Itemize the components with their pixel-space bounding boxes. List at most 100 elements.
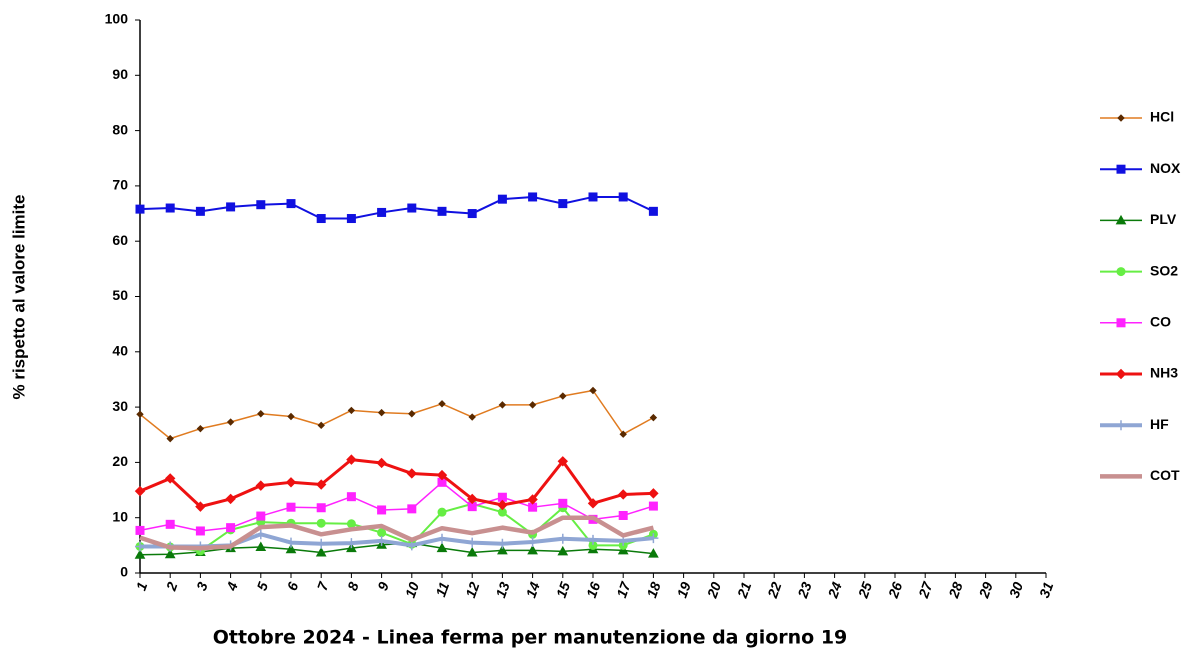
marker	[256, 511, 266, 521]
marker	[255, 529, 266, 540]
x-tick-label: 1	[133, 580, 151, 593]
x-tick-label: 30	[1006, 580, 1026, 600]
marker	[617, 489, 629, 500]
x-tick-label: 16	[583, 580, 603, 600]
x-tick-label: 26	[885, 580, 906, 601]
legend-label: COT	[1150, 467, 1180, 483]
marker	[346, 454, 357, 465]
x-tick-label: 11	[432, 580, 452, 599]
marker	[436, 469, 448, 481]
x-tick-label: 12	[462, 580, 482, 600]
x-tick-label: 4	[223, 580, 241, 594]
marker	[527, 537, 538, 548]
marker	[589, 386, 597, 395]
marker	[376, 457, 387, 469]
marker	[557, 533, 568, 544]
marker	[346, 538, 357, 549]
x-tick-label: 23	[794, 580, 815, 601]
x-tick-label: 20	[703, 580, 724, 601]
marker	[316, 503, 326, 513]
marker	[558, 498, 568, 508]
legend-marker	[1116, 318, 1126, 328]
marker	[165, 519, 175, 529]
marker	[286, 502, 296, 512]
x-tick-label: 24	[824, 580, 845, 601]
y-tick-label: 0	[120, 564, 128, 580]
marker	[466, 547, 478, 557]
marker	[436, 542, 448, 553]
marker	[528, 401, 537, 409]
marker	[346, 519, 356, 529]
marker	[135, 525, 145, 535]
series	[135, 192, 658, 224]
marker	[437, 206, 447, 216]
marker	[376, 535, 387, 546]
marker	[377, 505, 387, 515]
marker	[226, 418, 235, 426]
marker	[467, 537, 478, 548]
marker	[588, 534, 598, 545]
y-tick-label: 90	[112, 66, 128, 82]
marker	[648, 488, 659, 499]
legend-label: HCl	[1150, 109, 1174, 125]
legend-label: PLV	[1150, 211, 1177, 227]
marker	[347, 406, 356, 415]
marker	[226, 523, 236, 533]
x-tick-label: 18	[643, 580, 663, 600]
y-tick-label: 80	[112, 121, 128, 137]
legend-marker	[1116, 420, 1126, 431]
marker	[346, 492, 356, 502]
y-tick-label: 70	[112, 177, 128, 193]
legend-label: NH3	[1150, 365, 1178, 381]
x-tick-label: 8	[344, 580, 362, 593]
line	[139, 389, 654, 440]
marker	[528, 192, 538, 202]
x-axis-title: Ottobre 2024 - Linea ferma per manutenzi…	[213, 627, 848, 649]
legend-marker	[1117, 114, 1125, 122]
marker	[649, 413, 658, 422]
marker	[255, 541, 267, 552]
marker	[195, 501, 206, 512]
series	[135, 499, 658, 556]
marker	[377, 207, 387, 217]
y-tick-label: 40	[112, 343, 128, 359]
marker	[255, 480, 267, 491]
marker	[377, 408, 386, 417]
marker	[225, 493, 236, 505]
legend-marker	[1115, 368, 1127, 380]
y-tick-label: 60	[112, 232, 128, 248]
legend-marker	[1116, 164, 1126, 174]
marker	[165, 203, 175, 213]
marker	[527, 494, 538, 505]
marker	[497, 499, 508, 511]
x-tick-label: 17	[613, 579, 634, 600]
marker	[377, 528, 387, 538]
x-tick-label: 21	[734, 580, 755, 601]
y-tick-label: 50	[112, 287, 128, 303]
marker	[406, 468, 418, 479]
marker	[437, 507, 447, 517]
legend-label: SO2	[1150, 262, 1178, 278]
marker	[286, 199, 296, 209]
series	[136, 386, 658, 443]
marker	[135, 204, 145, 214]
marker	[648, 548, 659, 558]
marker	[619, 430, 627, 438]
marker	[468, 413, 476, 421]
line	[139, 458, 654, 509]
marker	[527, 544, 538, 555]
marker	[166, 434, 174, 443]
marker	[557, 456, 569, 467]
line	[139, 481, 654, 532]
marker	[407, 504, 417, 514]
marker	[648, 533, 659, 544]
marker	[287, 412, 295, 421]
y-tick-label: 30	[112, 398, 128, 414]
marker	[497, 194, 507, 204]
marker	[226, 202, 236, 212]
line	[139, 502, 654, 552]
marker	[135, 541, 145, 552]
marker	[316, 518, 326, 528]
marker	[497, 538, 508, 549]
marker	[316, 538, 327, 549]
